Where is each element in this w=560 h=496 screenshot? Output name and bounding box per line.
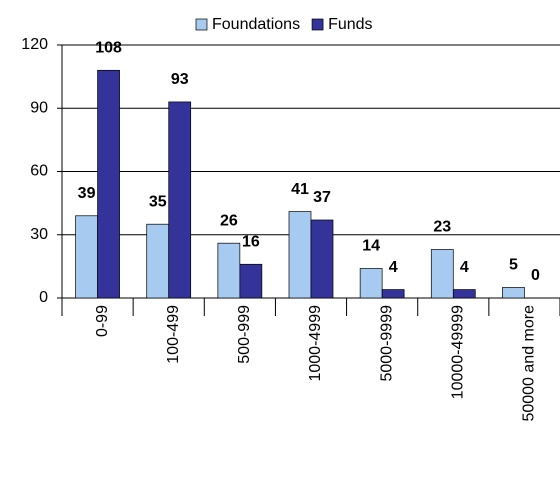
legend-box xyxy=(190,12,430,38)
bar xyxy=(381,289,405,299)
data-label: 93 xyxy=(171,71,189,88)
x-tick-label: 10000-49999 xyxy=(450,305,467,399)
legend-label: Foundations xyxy=(212,16,300,33)
bar xyxy=(146,223,170,299)
x-tick-label: 100-499 xyxy=(165,305,182,364)
data-label: 41 xyxy=(291,181,309,198)
y-tick-label: 30 xyxy=(30,226,48,243)
data-label: 39 xyxy=(78,185,96,202)
bar xyxy=(168,101,192,299)
data-label: 26 xyxy=(220,212,238,229)
bar xyxy=(452,289,476,299)
data-label: 23 xyxy=(433,219,451,236)
y-tick-label: 90 xyxy=(30,99,48,116)
bar xyxy=(97,69,120,299)
data-label: 37 xyxy=(313,189,331,206)
x-tick-label: 0-99 xyxy=(94,305,111,337)
x-tick-label: 5000-9999 xyxy=(378,305,395,382)
x-tick-label: 1000-4999 xyxy=(307,305,324,382)
bar xyxy=(502,287,525,299)
data-label: 4 xyxy=(460,259,469,276)
x-tick-label: 50000 and more xyxy=(521,305,538,422)
bar xyxy=(359,268,383,299)
legend: Foundations Funds xyxy=(190,12,430,38)
bar xyxy=(239,263,263,299)
data-label: 0 xyxy=(531,267,540,284)
y-tick-label: 120 xyxy=(21,36,48,53)
y-tick-label: 0 xyxy=(39,289,48,306)
data-label: 16 xyxy=(242,233,260,250)
bar xyxy=(310,219,334,299)
legend-swatch xyxy=(311,18,324,31)
bar xyxy=(75,215,98,299)
y-tick-label: 60 xyxy=(30,163,48,180)
bar xyxy=(288,211,312,299)
x-tick-label: 500-999 xyxy=(236,305,253,364)
data-label: 108 xyxy=(95,40,122,57)
legend-label: Funds xyxy=(328,16,372,33)
bar xyxy=(430,249,454,299)
legend-swatch xyxy=(195,18,208,31)
data-label: 5 xyxy=(509,257,518,274)
data-label: 14 xyxy=(362,238,380,255)
data-label: 4 xyxy=(389,259,398,276)
data-label: 35 xyxy=(149,193,167,210)
bar xyxy=(217,242,241,299)
